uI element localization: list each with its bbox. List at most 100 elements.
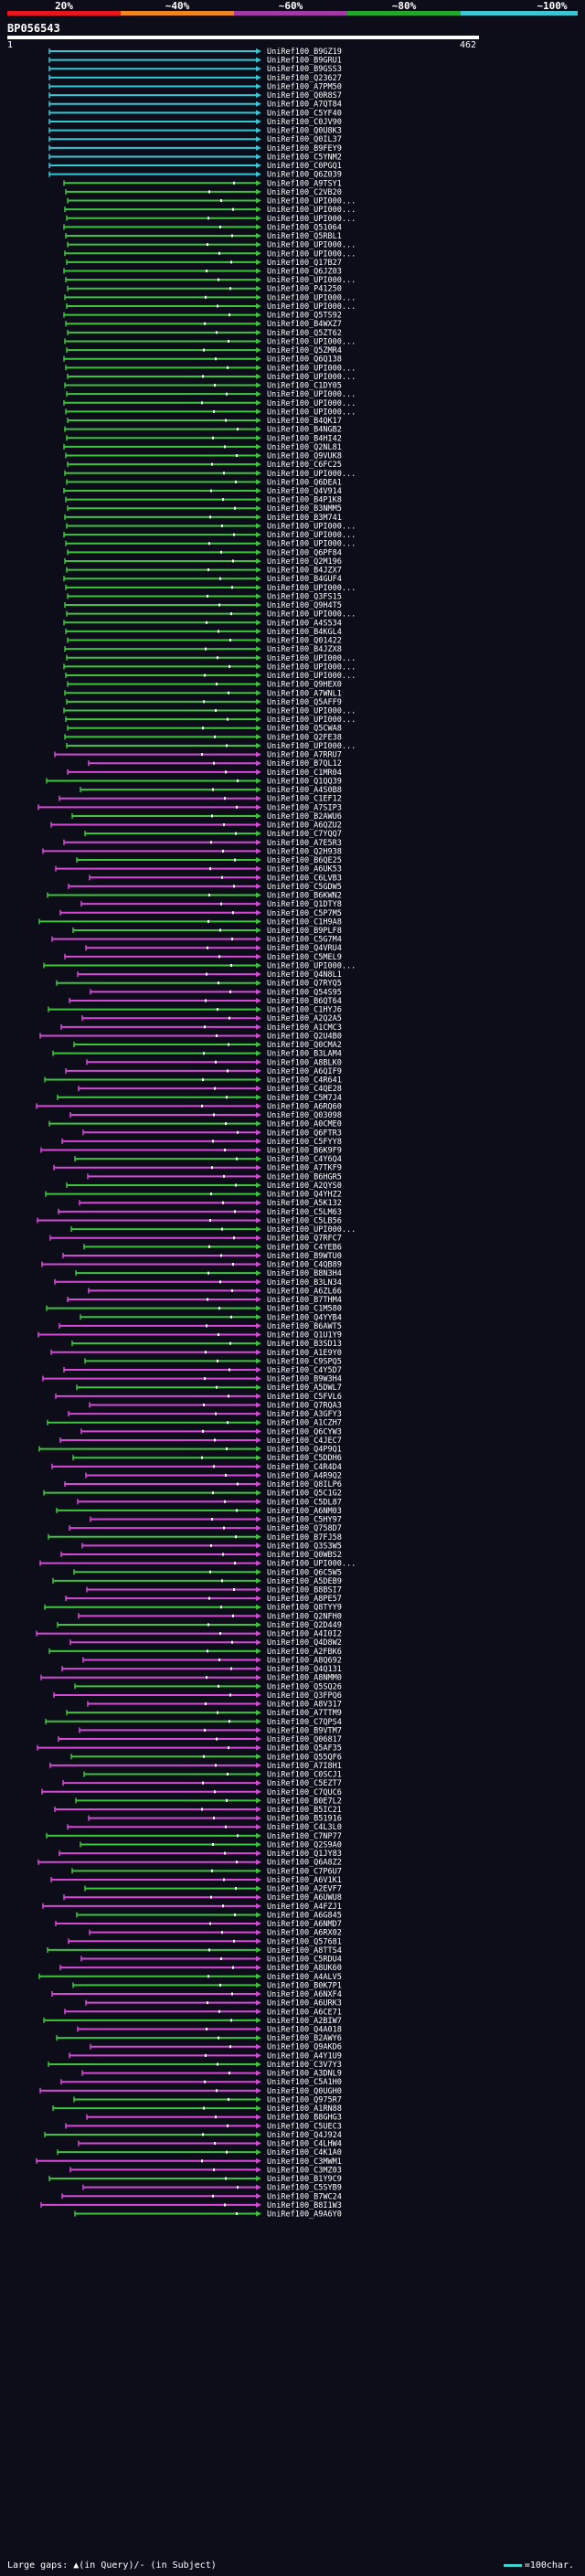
hit-label[interactable]: UniRef100_Q4D8W2 xyxy=(267,1638,342,1648)
hit-row[interactable]: UniRef100_C5DL87 xyxy=(77,1498,342,1507)
hit-row[interactable]: UniRef100_UPI000... xyxy=(64,337,356,346)
hit-label[interactable]: UniRef100_Q2S9A0 xyxy=(267,1840,342,1850)
hit-label[interactable]: UniRef100_UPI000... xyxy=(267,540,356,549)
hit-label[interactable]: UniRef100_B7QL12 xyxy=(267,759,342,769)
hit-label[interactable]: UniRef100_Q0UGH0 xyxy=(267,2087,342,2096)
hit-row[interactable]: UniRef100_UPI000... xyxy=(66,742,356,751)
hit-row[interactable]: UniRef100_Q2M196 xyxy=(64,557,342,567)
hit-row[interactable]: UniRef100_B6K9F9 xyxy=(40,1147,342,1156)
hit-label[interactable]: UniRef100_C4L3L0 xyxy=(267,1823,342,1832)
hit-row[interactable]: UniRef100_C5M7J4 xyxy=(57,1094,342,1103)
hit-row[interactable]: UniRef100_C5G7M4 xyxy=(51,936,342,945)
hit-row[interactable]: UniRef100_C5YNM2 xyxy=(48,153,342,162)
hit-label[interactable]: UniRef100_UPI000... xyxy=(267,716,356,725)
hit-label[interactable]: UniRef100_Q1U1Y9 xyxy=(267,1331,342,1341)
hit-row[interactable]: UniRef100_A6NM03 xyxy=(56,1507,342,1516)
hit-label[interactable]: UniRef100_B3SD13 xyxy=(267,1340,342,1349)
hit-label[interactable]: UniRef100_Q4YYB4 xyxy=(267,1313,342,1322)
hit-label[interactable]: UniRef100_C4QE28 xyxy=(267,1085,342,1094)
hit-row[interactable]: UniRef100_B4P1K8 xyxy=(65,496,342,505)
hit-label[interactable]: UniRef100_Q7RFC7 xyxy=(267,1235,342,1244)
hit-label[interactable]: UniRef100_C5UEC3 xyxy=(267,2122,342,2131)
hit-row[interactable]: UniRef100_A6RQ60 xyxy=(36,1102,342,1111)
hit-label[interactable]: UniRef100_Q2H938 xyxy=(267,847,342,856)
hit-row[interactable]: UniRef100_B9PLF8 xyxy=(72,927,342,936)
hit-row[interactable]: UniRef100_Q5RBL1 xyxy=(65,232,342,241)
hit-row[interactable]: UniRef100_A4R9Q2 xyxy=(85,1471,342,1480)
hit-row[interactable]: UniRef100_C4K1A0 xyxy=(57,2148,342,2157)
hit-label[interactable]: UniRef100_A4Y1U9 xyxy=(267,2051,342,2061)
hit-label[interactable]: UniRef100_UPI000... xyxy=(267,961,356,970)
hit-row[interactable]: UniRef100_C4R641 xyxy=(44,1076,342,1086)
hit-row[interactable]: UniRef100_B4GUF4 xyxy=(63,575,342,584)
hit-label[interactable]: UniRef100_Q4V914 xyxy=(267,487,342,496)
hit-row[interactable]: UniRef100_A7WNL1 xyxy=(64,689,342,698)
hit-label[interactable]: UniRef100_Q1DTY8 xyxy=(267,900,342,909)
hit-row[interactable]: UniRef100_UPI000... xyxy=(64,293,356,302)
hit-row[interactable]: UniRef100_B0E7L2 xyxy=(75,1797,342,1806)
hit-label[interactable]: UniRef100_Q6DEA1 xyxy=(267,478,342,487)
hit-row[interactable]: UniRef100_A8Q692 xyxy=(82,1656,342,1665)
hit-label[interactable]: UniRef100_C1H9A8 xyxy=(267,917,342,927)
hit-row[interactable]: UniRef100_UPI000... xyxy=(64,249,356,259)
hit-label[interactable]: UniRef100_Q3FS15 xyxy=(267,592,342,601)
hit-label[interactable]: UniRef100_Q54S95 xyxy=(267,988,342,997)
hit-label[interactable]: UniRef100_Q4YHZ2 xyxy=(267,1191,342,1200)
hit-row[interactable]: UniRef100_B3SD13 xyxy=(71,1340,342,1349)
hit-row[interactable]: UniRef100_B2AWU6 xyxy=(71,812,342,822)
hit-row[interactable]: UniRef100_Q4V914 xyxy=(63,487,342,496)
hit-label[interactable]: UniRef100_A1CZH7 xyxy=(267,1419,342,1428)
hit-row[interactable]: UniRef100_UPI000... xyxy=(66,654,356,663)
hit-label[interactable]: UniRef100_C5FVL6 xyxy=(267,1393,342,1402)
hit-row[interactable]: UniRef100_Q5CWA8 xyxy=(67,725,342,734)
hit-label[interactable]: UniRef100_C5DL87 xyxy=(267,1498,342,1507)
hit-row[interactable]: UniRef100_B9FEY9 xyxy=(48,144,342,154)
hit-row[interactable]: UniRef100_C3V7Y3 xyxy=(48,2061,342,2070)
hit-label[interactable]: UniRef100_C0PGQ1 xyxy=(267,162,342,171)
hit-label[interactable]: UniRef100_Q9H4T5 xyxy=(267,601,342,610)
hit-row[interactable]: UniRef100_A6ZL66 xyxy=(88,1287,342,1296)
hit-label[interactable]: UniRef100_A7QT84 xyxy=(267,101,342,110)
hit-label[interactable]: UniRef100_C3V7Y3 xyxy=(267,2061,342,2070)
hit-row[interactable]: UniRef100_Q1JY83 xyxy=(58,1850,342,1859)
hit-row[interactable]: UniRef100_A0CME0 xyxy=(48,1120,342,1129)
hit-row[interactable]: UniRef100_Q57681 xyxy=(68,1937,342,1946)
hit-row[interactable]: UniRef100_A6NMD7 xyxy=(55,1920,342,1929)
hit-row[interactable]: UniRef100_UPI000... xyxy=(65,716,356,725)
hit-label[interactable]: UniRef100_A2FBK6 xyxy=(267,1648,342,1657)
hit-row[interactable]: UniRef100_B4JZX8 xyxy=(64,645,342,654)
hit-label[interactable]: UniRef100_C5HY97 xyxy=(267,1516,342,1525)
hit-row[interactable]: UniRef100_Q1U1Y9 xyxy=(37,1331,342,1341)
hit-row[interactable]: UniRef100_A6RX02 xyxy=(89,1929,342,1938)
hit-label[interactable]: UniRef100_B3M741 xyxy=(267,514,342,523)
hit-label[interactable]: UniRef100_UPI000... xyxy=(267,408,356,417)
hit-row[interactable]: UniRef100_A4S0B8 xyxy=(80,786,342,795)
hit-label[interactable]: UniRef100_A6V1K1 xyxy=(267,1876,342,1885)
hit-label[interactable]: UniRef100_Q5CWA8 xyxy=(267,725,342,734)
hit-row[interactable]: UniRef100_Q6C5W5 xyxy=(73,1568,342,1577)
hit-label[interactable]: UniRef100_A1E9Y0 xyxy=(267,1349,342,1358)
hit-label[interactable]: UniRef100_UPI000... xyxy=(267,373,356,382)
hit-row[interactable]: UniRef100_Q2NFH0 xyxy=(78,1612,342,1621)
hit-label[interactable]: UniRef100_A0CME0 xyxy=(267,1120,342,1129)
hit-row[interactable]: UniRef100_UPI000... xyxy=(39,1560,356,1569)
hit-label[interactable]: UniRef100_B4NGB2 xyxy=(267,426,342,435)
hit-row[interactable]: UniRef100_UPI000... xyxy=(64,470,356,479)
hit-row[interactable]: UniRef100_C6FC25 xyxy=(67,461,342,470)
hit-label[interactable]: UniRef100_Q9VUK8 xyxy=(267,452,342,461)
hit-label[interactable]: UniRef100_Q6CYW3 xyxy=(267,1427,342,1436)
hit-row[interactable]: UniRef100_UPI000... xyxy=(66,522,356,531)
hit-row[interactable]: UniRef100_C5LM63 xyxy=(58,1208,342,1217)
hit-row[interactable]: UniRef100_A7E5R3 xyxy=(63,839,342,848)
hit-row[interactable]: UniRef100_B4NGB2 xyxy=(64,426,342,435)
hit-label[interactable]: UniRef100_C5SYB9 xyxy=(267,2184,342,2193)
hit-label[interactable]: UniRef100_Q6Q138 xyxy=(267,355,342,365)
hit-row[interactable]: UniRef100_Q9VUK8 xyxy=(65,452,342,461)
hit-row[interactable]: UniRef100_B7WC24 xyxy=(61,2192,342,2201)
hit-row[interactable]: UniRef100_Q23627 xyxy=(48,74,342,83)
hit-row[interactable]: UniRef100_Q4P9Q1 xyxy=(38,1446,342,1455)
hit-row[interactable]: UniRef100_Q8TYY9 xyxy=(44,1604,342,1613)
hit-label[interactable]: UniRef100_Q4P9Q1 xyxy=(267,1446,342,1455)
hit-row[interactable]: UniRef100_B3LN34 xyxy=(54,1278,342,1288)
hit-row[interactable]: UniRef100_Q51064 xyxy=(63,223,342,232)
